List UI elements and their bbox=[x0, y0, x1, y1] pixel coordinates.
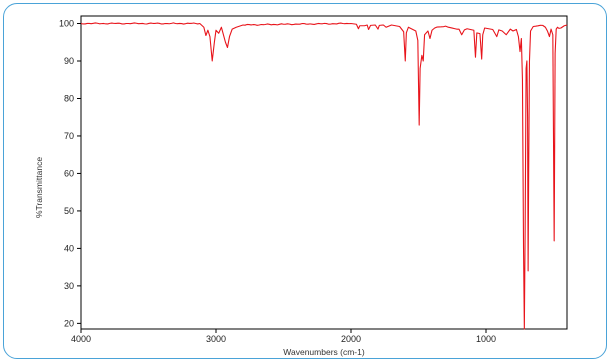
y-tick-label: 80 bbox=[64, 93, 74, 103]
y-tick-label: 90 bbox=[64, 56, 74, 66]
y-tick-label: 60 bbox=[64, 168, 74, 178]
y-tick-label: 20 bbox=[64, 318, 74, 328]
chart: 4000 3000 2000 1000 20 30 40 50 60 70 80 90 100 Wave… bbox=[34, 15, 568, 357]
chart-ticks: 4000 3000 2000 1000 20 30 40 50 60 70 80 90 100 bbox=[59, 18, 496, 344]
chart-series bbox=[80, 22, 568, 330]
y-tick-label: 70 bbox=[64, 131, 74, 141]
y-tick-label: 40 bbox=[64, 243, 74, 253]
x-tick-label: 2000 bbox=[341, 334, 361, 344]
plot-border bbox=[80, 15, 568, 330]
x-tick-label: 4000 bbox=[71, 334, 91, 344]
series-line bbox=[80, 22, 568, 330]
y-axis-label: %Transmittance bbox=[34, 157, 44, 218]
x-tick-label: 3000 bbox=[206, 334, 226, 344]
y-tick-label: 100 bbox=[59, 18, 74, 28]
x-axis-label: Wavenumbers (cm-1) bbox=[283, 347, 365, 357]
chart-axes bbox=[80, 15, 568, 330]
y-tick-label: 50 bbox=[64, 206, 74, 216]
y-tick-label: 30 bbox=[64, 281, 74, 291]
chart-frame: 4000 3000 2000 1000 20 30 40 50 60 70 80 90 100 Wave… bbox=[3, 3, 607, 359]
x-tick-label: 1000 bbox=[476, 334, 496, 344]
